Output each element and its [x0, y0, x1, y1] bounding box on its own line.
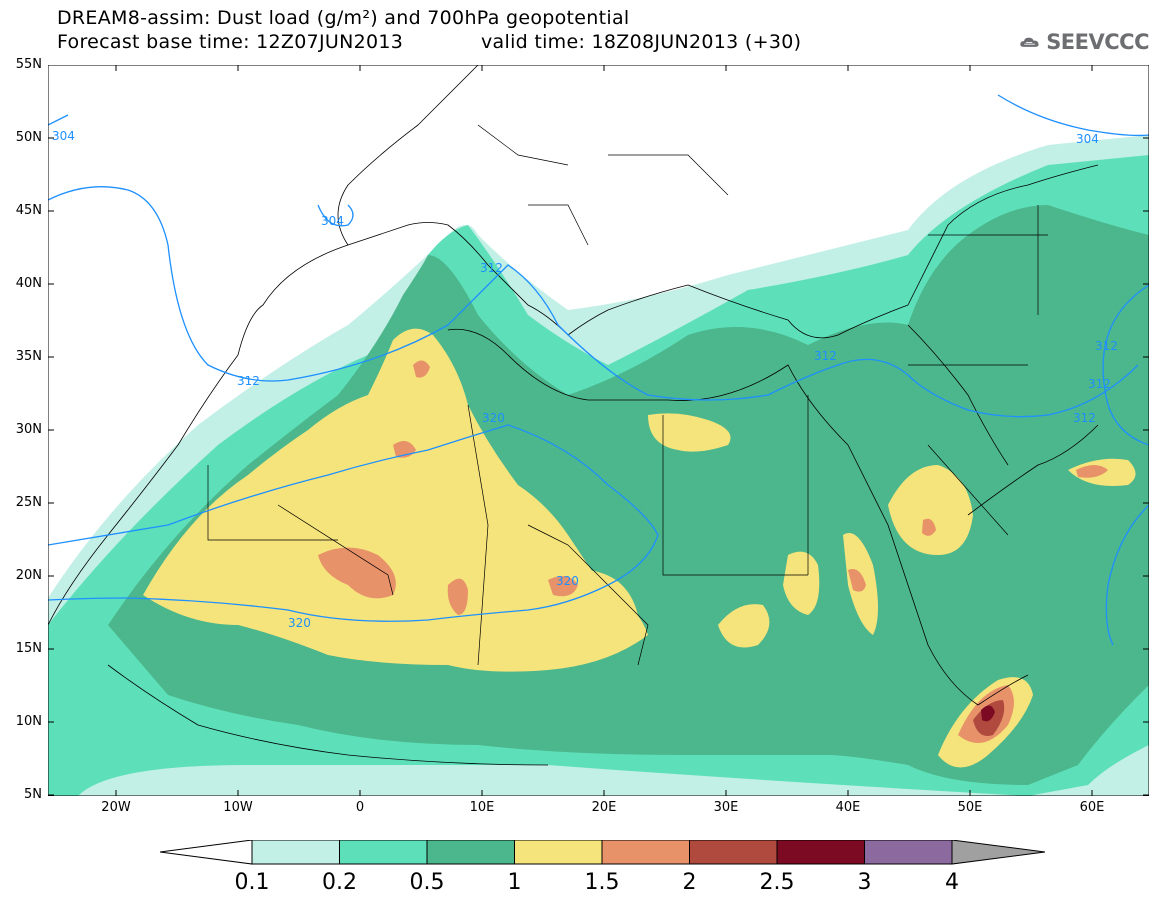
seevccc-logo: SEEVCCC — [1019, 24, 1149, 60]
dust-level-1-area — [888, 465, 973, 555]
legend-label: 4 — [945, 870, 959, 895]
logo-text: SEEVCCC — [1046, 30, 1149, 54]
coastlines — [48, 65, 1099, 766]
legend-cells — [251, 840, 953, 865]
dust-level-1.5-area — [318, 547, 396, 599]
dust-level-1.5-area — [848, 569, 866, 592]
forecast-base-time: Forecast base time: 12Z07JUN2013 — [57, 31, 404, 53]
legend-high-arrow — [951, 840, 1045, 865]
legend-cell — [864, 840, 953, 865]
legend-label: 0.2 — [322, 870, 357, 895]
lat-label: 10N — [15, 714, 42, 729]
lon-label: 60E — [1079, 800, 1105, 815]
lat-label: 30N — [15, 422, 42, 437]
lon-label: 10E — [469, 800, 495, 815]
dust-load-map: 304 304 304 312 312 312 312 312 312 320 … — [48, 65, 1149, 796]
legend-cell — [426, 840, 515, 865]
dust-level-1.5-area — [447, 578, 468, 615]
dust-level-1-area — [718, 604, 770, 648]
country-borders — [207, 124, 1048, 666]
dust-level-2.5-area — [981, 705, 995, 722]
dust-level-1-area — [783, 551, 820, 615]
lat-label: 5N — [24, 787, 42, 802]
legend-cell — [339, 840, 428, 865]
contour-label: 320 — [288, 616, 311, 630]
contour-label: 312 — [480, 261, 503, 275]
lon-label: 0 — [355, 800, 365, 815]
lat-label: 55N — [15, 57, 42, 72]
contour-label: 304 — [52, 129, 75, 143]
legend-label: 0.1 — [234, 870, 270, 895]
legend-cell — [776, 840, 865, 865]
contour-label: 320 — [556, 574, 579, 588]
lat-label: 50N — [15, 130, 42, 145]
dust-level-1.5-area — [548, 576, 578, 597]
contour-label: 312 — [1095, 339, 1118, 353]
dust-level-1.5-area — [413, 360, 430, 378]
lat-label: 15N — [15, 641, 42, 656]
axis-ticks — [48, 65, 1149, 796]
contour-label: 312 — [237, 374, 260, 388]
lat-label: 35N — [15, 349, 42, 364]
contour-label: 304 — [1076, 132, 1099, 146]
legend-label: 0.5 — [409, 870, 445, 895]
legend-cell — [251, 840, 340, 865]
lat-label: 40N — [15, 276, 42, 291]
valid-time: valid time: 18Z08JUN2013 (+30) — [481, 31, 802, 53]
dust-level-1-area — [143, 328, 648, 672]
legend-label: 3 — [857, 870, 872, 895]
legend-cell — [601, 840, 690, 865]
legend-label: 2.5 — [759, 870, 795, 895]
contour-label: 312 — [1073, 411, 1096, 425]
dust-level-1.5-area — [1076, 465, 1108, 478]
dust-level-1-area — [384, 414, 450, 475]
legend-label: 1.5 — [584, 870, 620, 895]
legend-low-arrow — [160, 840, 253, 865]
dust-level-1.5-area — [922, 518, 936, 536]
lon-label: 20W — [101, 800, 131, 815]
lat-label: 25N — [15, 495, 42, 510]
contour-label: 312 — [814, 349, 837, 363]
legend-cell — [514, 840, 603, 865]
lon-label: 20E — [591, 800, 617, 815]
cloud-icon — [1020, 37, 1039, 47]
lon-label: 10W — [223, 800, 253, 815]
map-title: DREAM8-assim: Dust load (g/m²) and 700hP… — [57, 7, 630, 29]
legend-label: 2 — [682, 870, 697, 895]
legend-cell — [689, 840, 778, 865]
contour-label: 312 — [1088, 377, 1111, 391]
lon-label: 30E — [713, 800, 739, 815]
geopotential-contours — [48, 94, 1149, 646]
contour-label: 304 — [321, 214, 344, 228]
lat-label: 45N — [15, 203, 42, 218]
lon-label: 40E — [835, 800, 861, 815]
color-legend — [160, 840, 1045, 865]
dust-level-1-area — [584, 570, 638, 657]
lon-label: 50E — [957, 800, 983, 815]
lat-label: 20N — [15, 568, 42, 583]
dust-level-1-area — [648, 413, 731, 452]
legend-label: 1 — [507, 870, 522, 895]
contour-labels: 304 304 304 312 312 312 312 312 312 320 … — [52, 129, 1118, 630]
contour-label: 320 — [482, 411, 505, 425]
